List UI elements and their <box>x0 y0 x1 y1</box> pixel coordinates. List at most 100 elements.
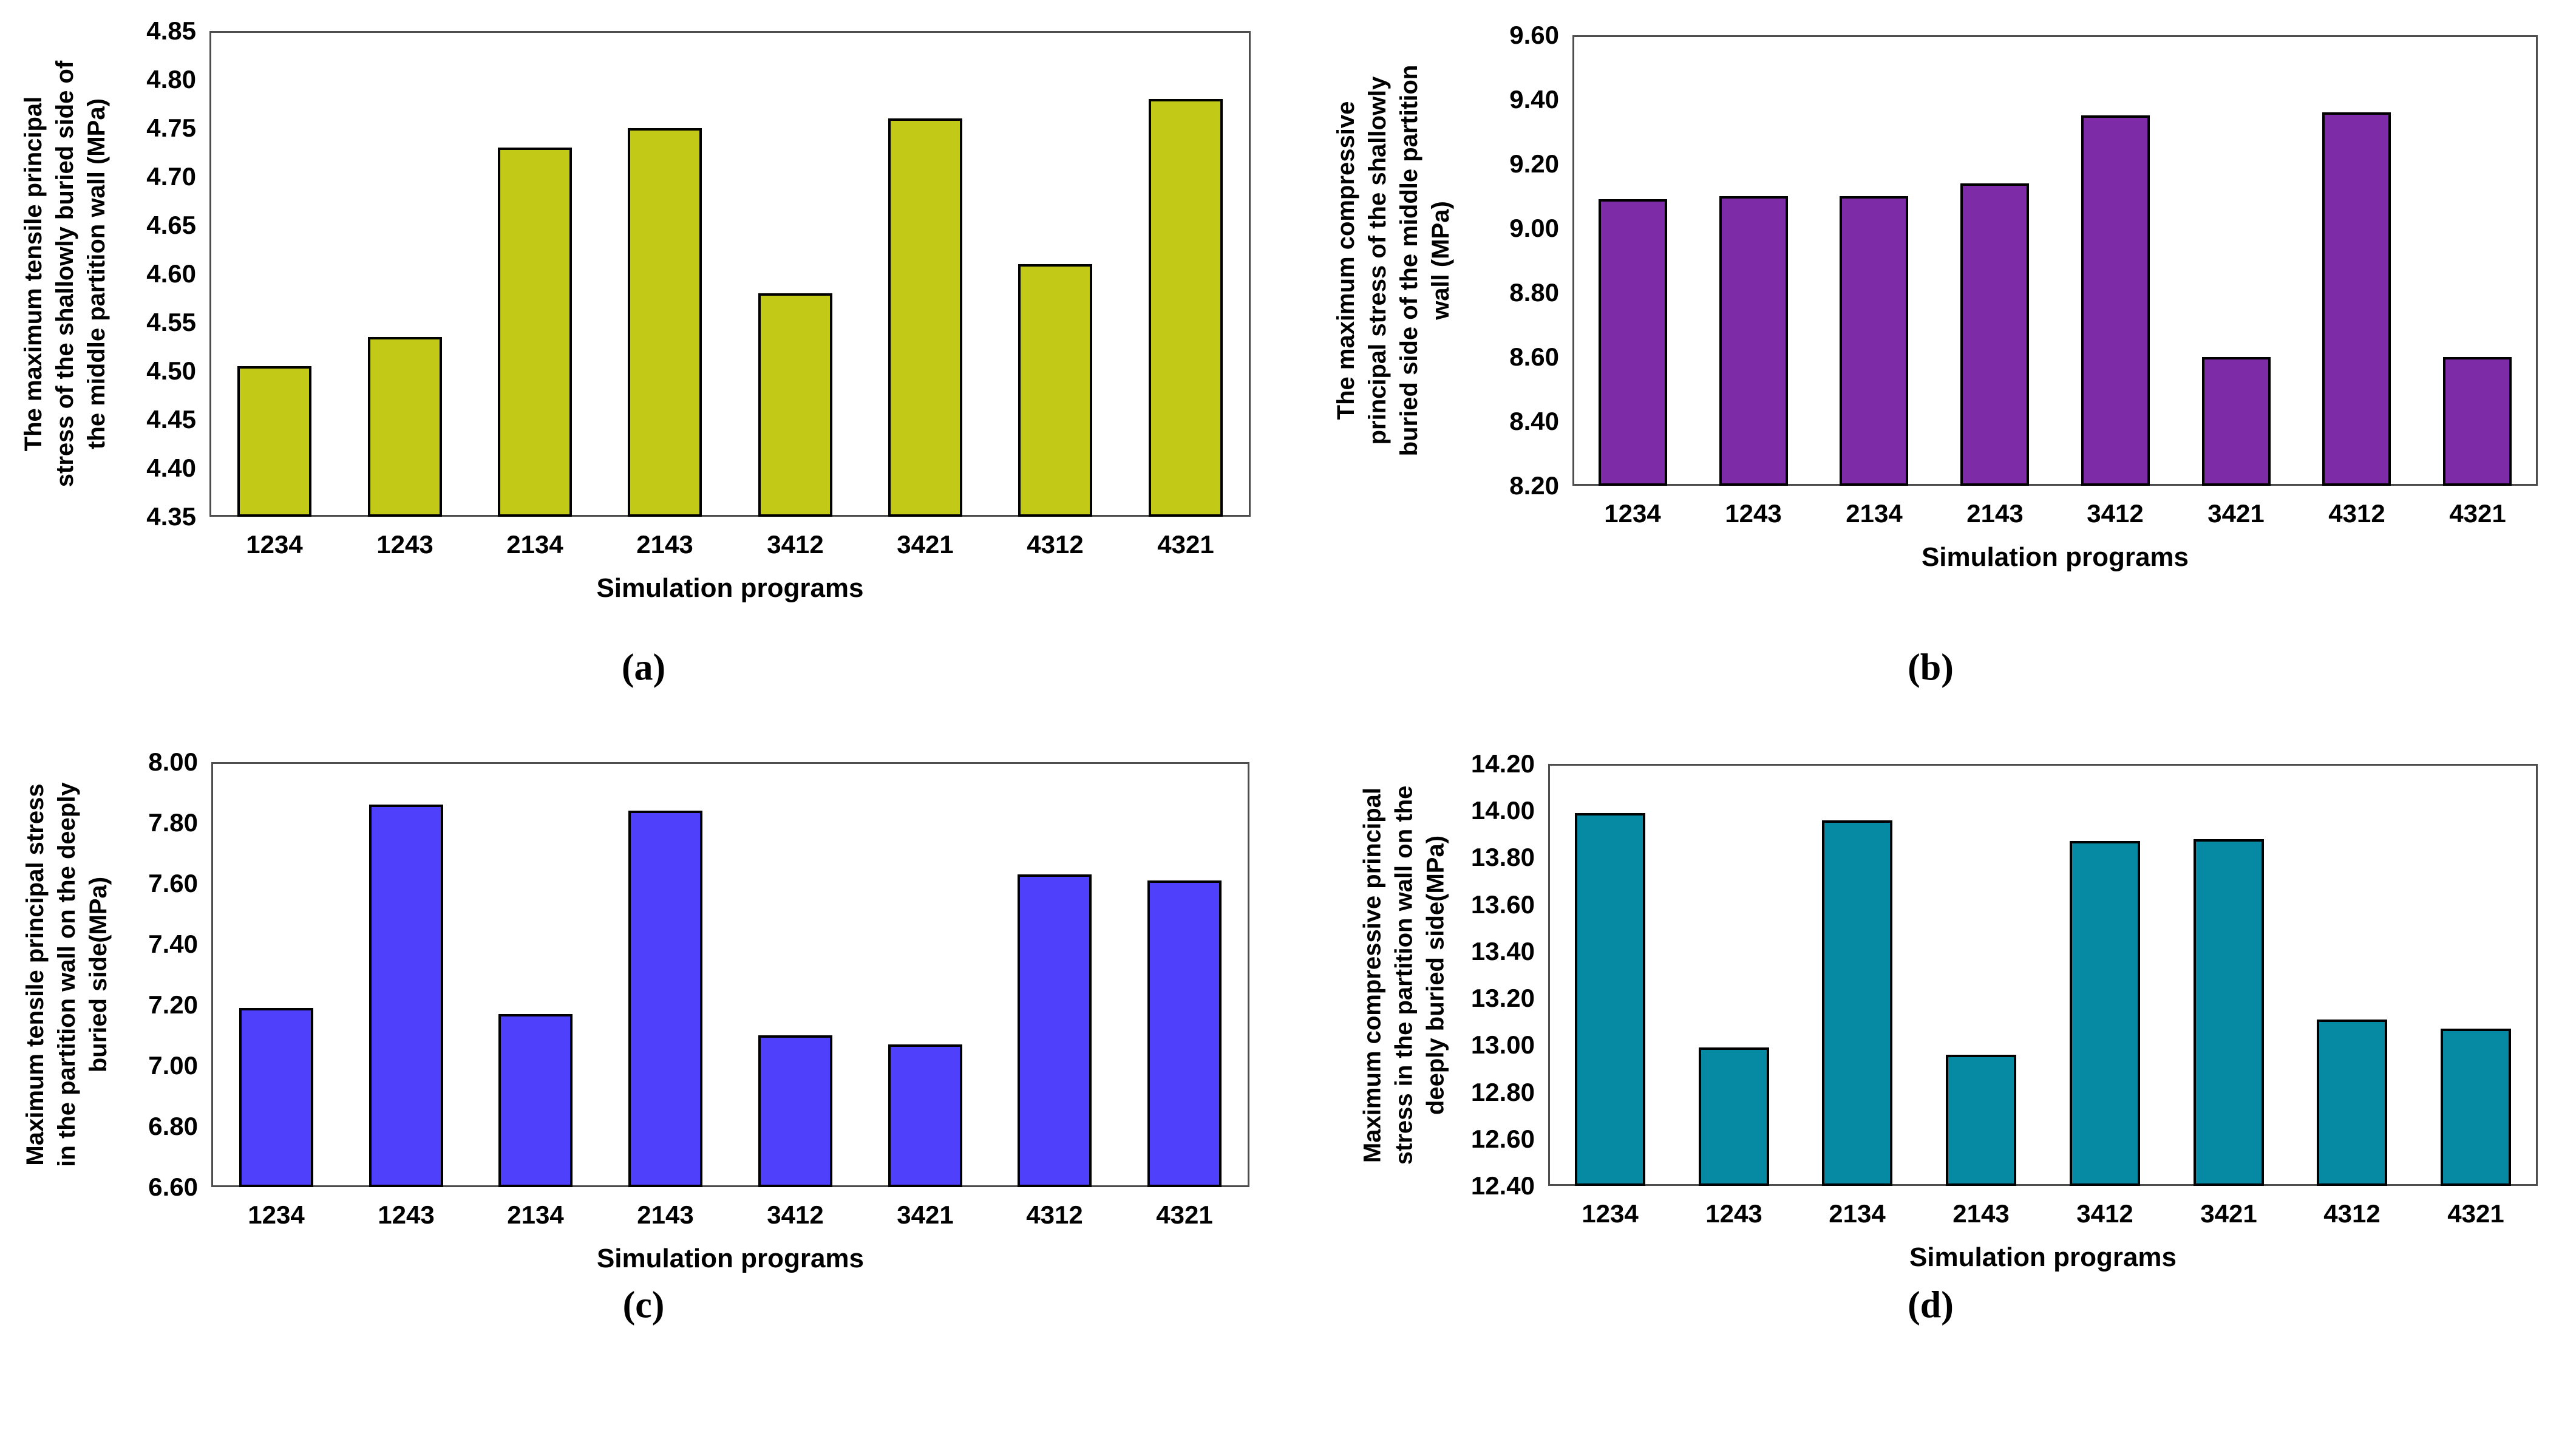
bar-4312 <box>1018 264 1092 517</box>
x-axis-title: Simulation programs <box>596 573 864 603</box>
bar-1234 <box>239 1008 313 1187</box>
bar-1234 <box>237 366 311 517</box>
x-tick-label: 3421 <box>897 530 954 559</box>
x-tick-label: 4312 <box>1027 530 1084 559</box>
x-tick-label: 4321 <box>2447 1199 2504 1228</box>
x-tick-label: 2143 <box>1966 499 2024 528</box>
bar-2134 <box>1822 820 1892 1186</box>
bar-2143 <box>1960 183 2029 486</box>
panel-letter: (a) <box>621 647 666 689</box>
y-tick-label: 9.40 <box>1509 85 1559 114</box>
x-tick-label: 2134 <box>506 530 563 559</box>
x-tick-label: 1234 <box>1604 499 1661 528</box>
y-tick-label: 4.45 <box>146 405 196 434</box>
y-tick-label: 8.80 <box>1509 278 1559 307</box>
y-tick-label: 7.80 <box>148 808 198 837</box>
x-tick-label: 2143 <box>636 530 693 559</box>
y-tick-label: 12.40 <box>1470 1171 1535 1200</box>
x-axis-title: Simulation programs <box>1921 542 2189 572</box>
x-tick-label: 4312 <box>2328 499 2385 528</box>
bar-1243 <box>369 805 443 1187</box>
bar-4312 <box>2317 1020 2387 1186</box>
x-tick-label: 2134 <box>507 1200 564 1229</box>
bar-1243 <box>1719 196 1788 486</box>
y-tick-label: 4.35 <box>146 502 196 531</box>
x-tick-label: 1243 <box>1705 1199 1762 1228</box>
y-tick-label: 4.40 <box>146 454 196 482</box>
x-tick-label: 4321 <box>1157 530 1214 559</box>
y-tick-label: 7.00 <box>148 1051 198 1080</box>
bar-4321 <box>2441 1029 2511 1186</box>
bar-1243 <box>1699 1047 1769 1186</box>
bar-2134 <box>498 1014 573 1187</box>
bar-3421 <box>888 1044 962 1187</box>
bar-3412 <box>758 1035 832 1187</box>
bar-4321 <box>2443 357 2512 486</box>
bar-2143 <box>1946 1055 2016 1186</box>
x-tick-label: 3412 <box>2087 499 2144 528</box>
plot-area <box>1548 764 2538 1186</box>
bar-2134 <box>1840 196 1908 486</box>
y-tick-label: 7.40 <box>148 930 198 958</box>
bar-1234 <box>1599 199 1667 486</box>
y-tick-label: 8.40 <box>1509 407 1559 435</box>
y-tick-label: 14.20 <box>1470 749 1535 778</box>
y-tick-label: 4.50 <box>146 356 196 385</box>
y-tick-label: 13.20 <box>1470 984 1535 1012</box>
x-tick-label: 2143 <box>637 1200 694 1229</box>
y-tick-label: 4.85 <box>146 16 196 45</box>
bar-1234 <box>1575 813 1645 1186</box>
bar-4321 <box>1149 99 1223 517</box>
y-tick-label: 8.60 <box>1509 342 1559 371</box>
x-tick-label: 2134 <box>1846 499 1903 528</box>
x-axis-title: Simulation programs <box>1909 1242 2177 1272</box>
y-tick-label: 9.60 <box>1509 21 1559 49</box>
bar-3421 <box>888 118 962 517</box>
x-tick-label: 4321 <box>2449 499 2506 528</box>
y-tick-label: 4.55 <box>146 308 196 336</box>
bar-4321 <box>1147 880 1222 1187</box>
y-tick-label: 4.65 <box>146 211 196 239</box>
y-tick-label: 13.40 <box>1470 937 1535 965</box>
panel-letter: (c) <box>622 1284 665 1326</box>
panel-letter: (d) <box>1908 1284 1954 1326</box>
y-tick-label: 9.00 <box>1509 214 1559 242</box>
bar-2143 <box>628 811 702 1187</box>
y-tick-label: 8.00 <box>148 747 198 776</box>
y-tick-label: 8.20 <box>1509 471 1559 500</box>
bar-2143 <box>628 128 702 517</box>
y-tick-label: 13.00 <box>1470 1030 1535 1059</box>
bar-3421 <box>2202 357 2271 486</box>
bar-3412 <box>2081 115 2150 486</box>
y-tick-label: 4.75 <box>146 114 196 142</box>
x-tick-label: 4312 <box>2323 1199 2381 1228</box>
y-axis-label-line: Maximum compressive principal <box>1359 788 1386 1163</box>
plot-area <box>211 762 1249 1187</box>
y-axis-label-line: Maximum tensile principal stress <box>22 783 49 1166</box>
y-tick-label: 4.60 <box>146 259 196 288</box>
plot-area <box>209 31 1251 517</box>
plot-area <box>1572 35 2538 486</box>
y-tick-label: 12.80 <box>1470 1078 1535 1106</box>
bar-2134 <box>498 148 572 517</box>
y-tick-label: 4.80 <box>146 65 196 94</box>
y-axis-label-line: principal stress of the shallowly <box>1364 76 1391 445</box>
panel-letter: (b) <box>1908 647 1954 689</box>
x-tick-label: 3421 <box>897 1200 954 1229</box>
bar-3421 <box>2194 839 2264 1186</box>
x-tick-label: 3421 <box>2207 499 2265 528</box>
x-axis-title: Simulation programs <box>596 1244 865 1273</box>
x-tick-label: 3412 <box>767 530 824 559</box>
y-axis-label-line: The maximum tensile principal <box>20 96 47 452</box>
x-tick-label: 3421 <box>2200 1199 2257 1228</box>
y-tick-label: 6.80 <box>148 1112 198 1140</box>
bar-4312 <box>1018 874 1092 1187</box>
x-tick-label: 1243 <box>378 1200 435 1229</box>
bar-3412 <box>758 293 832 517</box>
y-tick-label: 9.20 <box>1509 149 1559 178</box>
x-tick-label: 1234 <box>248 1200 305 1229</box>
y-tick-label: 13.80 <box>1470 843 1535 871</box>
y-tick-label: 13.60 <box>1470 890 1535 919</box>
x-tick-label: 4321 <box>1156 1200 1213 1229</box>
